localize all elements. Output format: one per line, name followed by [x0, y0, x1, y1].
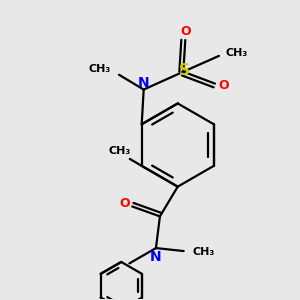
- Text: CH₃: CH₃: [226, 48, 248, 58]
- Text: CH₃: CH₃: [109, 146, 131, 156]
- Text: CH₃: CH₃: [89, 64, 111, 74]
- Text: O: O: [119, 197, 130, 210]
- Text: S: S: [179, 63, 190, 78]
- Text: O: O: [180, 25, 190, 38]
- Text: N: N: [150, 250, 162, 264]
- Text: O: O: [219, 79, 229, 92]
- Text: N: N: [138, 76, 149, 90]
- Text: CH₃: CH₃: [193, 247, 215, 257]
